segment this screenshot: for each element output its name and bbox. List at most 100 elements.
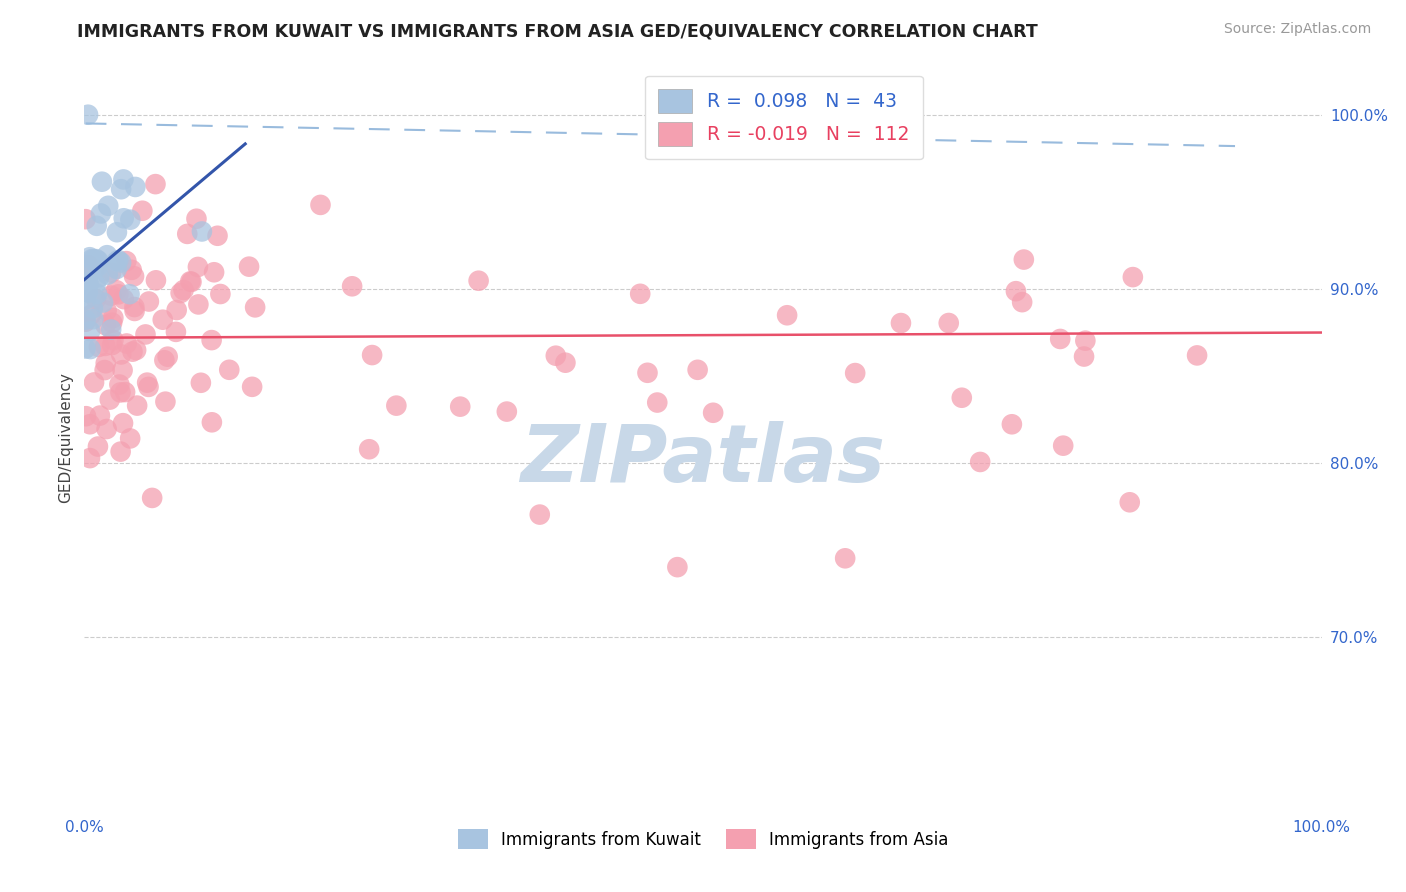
Point [105, 283, 128, 297]
Point [1001, 417, 1024, 432]
Point [82, 252, 104, 267]
Point [180, 275, 202, 289]
Point [83, 262, 105, 277]
Point [834, 551, 856, 566]
Point [666, 560, 689, 574]
Point [75, 312, 97, 326]
Point [111, 363, 134, 377]
Legend: Immigrants from Kuwait, Immigrants from Asia: Immigrants from Kuwait, Immigrants from … [451, 822, 955, 855]
Point [100, 266, 122, 280]
Point [75, 315, 97, 329]
Point [361, 348, 384, 362]
Point [105, 254, 128, 268]
Point [115, 336, 138, 351]
Point [96, 248, 118, 262]
Point [83, 376, 105, 390]
Point [79, 342, 101, 356]
Point [87, 260, 110, 274]
Point [776, 308, 799, 322]
Point [121, 263, 143, 277]
Point [86, 219, 108, 233]
Point [201, 333, 224, 347]
Point [87, 340, 110, 354]
Point [110, 385, 132, 400]
Point [76, 285, 98, 300]
Point [105, 225, 128, 239]
Point [340, 279, 363, 293]
Point [449, 400, 471, 414]
Point [138, 294, 160, 309]
Point [969, 455, 991, 469]
Point [169, 286, 191, 301]
Point [165, 325, 187, 339]
Point [79, 250, 101, 264]
Point [86, 287, 108, 301]
Point [628, 286, 651, 301]
Point [107, 253, 129, 268]
Point [131, 203, 153, 218]
Point [467, 274, 489, 288]
Point [187, 260, 209, 274]
Point [108, 377, 131, 392]
Text: ZIPatlas: ZIPatlas [520, 420, 886, 499]
Point [84, 252, 107, 267]
Point [75, 212, 97, 227]
Point [529, 508, 551, 522]
Point [1074, 334, 1097, 348]
Point [110, 255, 132, 269]
Point [110, 182, 132, 196]
Point [166, 303, 188, 318]
Point [91, 295, 114, 310]
Point [118, 287, 141, 301]
Point [112, 292, 135, 306]
Point [1049, 332, 1071, 346]
Point [125, 343, 148, 357]
Point [97, 199, 120, 213]
Point [1122, 270, 1144, 285]
Point [1005, 284, 1028, 298]
Point [112, 416, 135, 430]
Point [87, 270, 110, 285]
Point [75, 293, 97, 307]
Point [207, 228, 229, 243]
Point [101, 316, 124, 330]
Point [124, 300, 146, 314]
Point [202, 265, 225, 279]
Point [495, 404, 517, 418]
Point [76, 285, 98, 300]
Point [138, 380, 160, 394]
Point [96, 422, 118, 436]
Point [87, 440, 110, 454]
Point [90, 175, 112, 189]
Point [112, 172, 135, 186]
Point [110, 444, 132, 458]
Point [1011, 295, 1033, 310]
Point [89, 409, 111, 423]
Point [79, 324, 101, 338]
Point [124, 180, 146, 194]
Point [77, 277, 100, 292]
Point [191, 224, 214, 238]
Point [1012, 252, 1035, 267]
Point [1119, 495, 1142, 509]
Point [176, 227, 198, 241]
Point [686, 363, 709, 377]
Point [145, 273, 167, 287]
Point [359, 442, 381, 457]
Point [77, 108, 100, 122]
Point [75, 342, 97, 356]
Point [309, 198, 332, 212]
Point [94, 356, 117, 370]
Point [77, 258, 100, 272]
Point [96, 303, 118, 318]
Point [103, 310, 125, 325]
Point [1052, 439, 1074, 453]
Point [82, 301, 104, 316]
Point [152, 312, 174, 326]
Text: IMMIGRANTS FROM KUWAIT VS IMMIGRANTS FROM ASIA GED/EQUIVALENCY CORRELATION CHART: IMMIGRANTS FROM KUWAIT VS IMMIGRANTS FRO… [77, 22, 1038, 40]
Point [702, 406, 724, 420]
Point [87, 253, 110, 268]
Point [79, 451, 101, 466]
Point [80, 308, 103, 322]
Point [124, 304, 146, 318]
